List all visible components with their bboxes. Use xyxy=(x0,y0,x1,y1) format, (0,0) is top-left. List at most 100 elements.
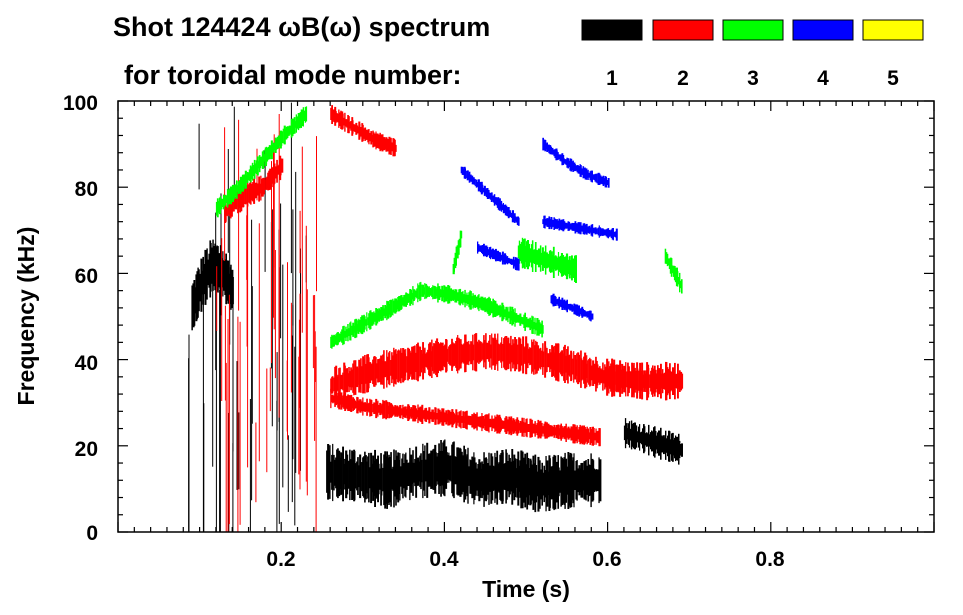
spectral-point xyxy=(356,396,358,414)
spectral-point xyxy=(646,432,648,447)
spectral-point xyxy=(624,366,626,393)
spectral-point xyxy=(366,354,368,393)
spectral-point xyxy=(492,337,494,366)
spectral-point xyxy=(513,213,516,223)
spectral-point xyxy=(435,289,437,297)
spectral-point xyxy=(666,253,669,267)
spectral-point xyxy=(377,136,379,147)
spectral-point xyxy=(347,461,349,489)
spectral-point xyxy=(459,230,462,248)
spectral-point xyxy=(425,353,427,367)
spectral-point xyxy=(531,339,533,374)
spectral-point xyxy=(595,469,597,492)
spectral-point xyxy=(513,419,516,433)
spectral-point xyxy=(463,445,465,503)
spectral-point xyxy=(395,144,397,152)
spectral-point xyxy=(548,353,550,368)
spectral-point xyxy=(495,250,498,261)
spectral-point xyxy=(564,301,566,309)
y-tick-label: 20 xyxy=(75,438,98,461)
spectral-point xyxy=(336,332,339,346)
spectral-point xyxy=(390,299,392,317)
spectral-point xyxy=(480,416,482,428)
spectral-point xyxy=(431,287,433,297)
spectral-point xyxy=(474,457,476,500)
spectral-streak xyxy=(271,209,273,427)
spectral-point xyxy=(514,308,516,327)
spectral-point xyxy=(395,349,397,385)
spectral-point xyxy=(377,400,379,417)
spectral-point xyxy=(389,138,391,154)
spectral-point xyxy=(369,310,371,330)
spectral-point xyxy=(419,282,421,302)
spectral-streak xyxy=(255,422,257,503)
spectral-point xyxy=(604,176,606,188)
spectral-point xyxy=(578,354,580,383)
spectral-point xyxy=(263,177,265,195)
spectral-point xyxy=(675,374,677,389)
spectral-streak xyxy=(286,360,288,432)
x-tick-label: 0.4 xyxy=(429,548,459,571)
spectral-point xyxy=(238,180,241,194)
spectral-point xyxy=(494,452,496,503)
spectral-point xyxy=(417,283,419,303)
spectral-point xyxy=(388,352,390,385)
spectral-point xyxy=(468,416,471,425)
spectral-point xyxy=(592,426,594,446)
spectral-point xyxy=(591,313,594,320)
spectral-streak xyxy=(282,264,284,488)
spectral-point xyxy=(448,452,450,483)
spectral-point xyxy=(583,461,585,500)
spectral-point xyxy=(331,376,333,394)
spectral-point xyxy=(492,418,494,429)
spectral-point xyxy=(535,340,537,375)
spectral-point xyxy=(278,135,281,146)
spectral-point xyxy=(502,452,504,502)
spectral-point xyxy=(608,229,611,237)
spectral-point xyxy=(454,344,456,365)
legend-label-n4: 4 xyxy=(817,67,829,90)
spectral-point xyxy=(669,363,671,400)
spectral-point xyxy=(469,290,471,310)
spectral-point xyxy=(333,109,335,123)
spectral-point xyxy=(567,259,570,275)
spectral-point xyxy=(514,337,516,372)
spectral-point xyxy=(208,253,211,288)
spectral-point xyxy=(411,462,414,485)
spectral-point xyxy=(561,219,564,231)
spectral-streak xyxy=(292,209,294,326)
spectral-point xyxy=(406,293,408,305)
spectral-point xyxy=(478,244,480,252)
spectral-point xyxy=(456,245,459,259)
spectral-streak xyxy=(228,412,230,532)
spectral-point xyxy=(206,248,208,300)
spectral-point xyxy=(422,284,424,297)
spectral-point xyxy=(397,297,400,312)
spectral-point xyxy=(452,442,454,497)
spectral-point xyxy=(453,413,456,424)
spectral-point xyxy=(445,446,448,489)
spectral-point xyxy=(341,453,343,495)
spectral-point xyxy=(538,421,540,438)
legend-swatch-n3 xyxy=(722,19,784,41)
spectral-point xyxy=(503,306,505,319)
spectral-point xyxy=(620,369,622,388)
spectral-point xyxy=(681,443,683,457)
spectral-point xyxy=(546,142,548,152)
spectral-point xyxy=(459,288,462,306)
spectral-point xyxy=(677,271,679,287)
spectral-point xyxy=(471,414,473,428)
spectral-point xyxy=(275,138,278,150)
spectral-point xyxy=(458,411,460,427)
spectral-point xyxy=(627,362,629,397)
spectral-point xyxy=(487,297,489,314)
spectral-point xyxy=(501,204,504,211)
spectral-point xyxy=(563,221,566,230)
spectral-point xyxy=(652,365,654,397)
spectral-point xyxy=(430,411,432,420)
spectral-point xyxy=(506,452,508,500)
spectral-point xyxy=(565,300,567,311)
spectral-point xyxy=(557,298,559,306)
spectral-point xyxy=(495,337,497,367)
spectral-point xyxy=(531,419,533,438)
